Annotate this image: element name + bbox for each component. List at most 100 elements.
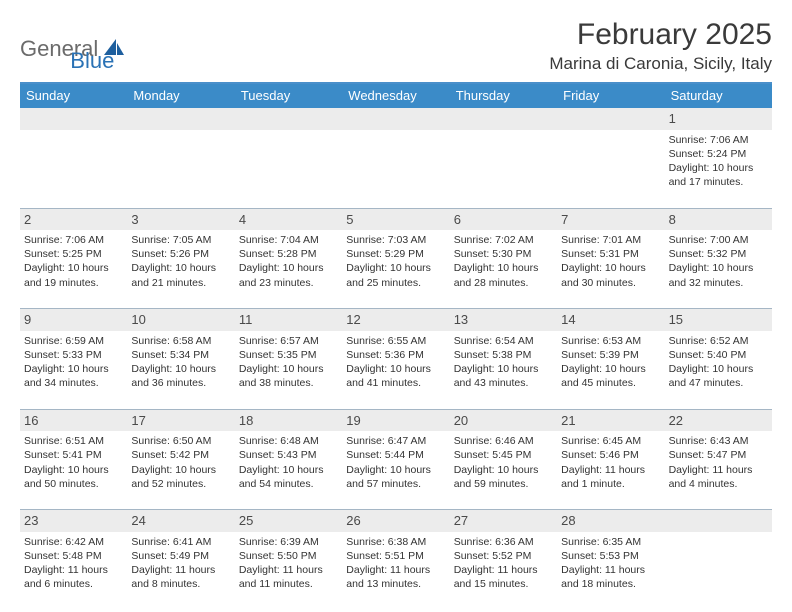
daylight-label-1: Daylight: 10 hours	[131, 463, 230, 477]
day-cell: Sunrise: 6:53 AMSunset: 5:39 PMDaylight:…	[557, 331, 664, 409]
day-cell	[127, 130, 234, 208]
day-cell: Sunrise: 6:50 AMSunset: 5:42 PMDaylight:…	[127, 431, 234, 509]
sunrise-label: Sunrise: 6:35 AM	[561, 535, 660, 549]
sunset-label: Sunset: 5:38 PM	[454, 348, 553, 362]
day-cell	[450, 130, 557, 208]
day-number: 20	[450, 410, 557, 432]
day-cell: Sunrise: 6:39 AMSunset: 5:50 PMDaylight:…	[235, 532, 342, 610]
daylight-label-1: Daylight: 10 hours	[24, 261, 123, 275]
daylight-label-2: and 28 minutes.	[454, 276, 553, 290]
daynum-row: 2345678	[20, 209, 772, 231]
daylight-label-1: Daylight: 10 hours	[346, 463, 445, 477]
daylight-label-1: Daylight: 10 hours	[561, 261, 660, 275]
day-cell: Sunrise: 6:36 AMSunset: 5:52 PMDaylight:…	[450, 532, 557, 610]
day-number: 24	[127, 510, 234, 532]
sunset-label: Sunset: 5:29 PM	[346, 247, 445, 261]
sunrise-label: Sunrise: 6:51 AM	[24, 434, 123, 448]
daylight-label-2: and 21 minutes.	[131, 276, 230, 290]
day-number: 13	[450, 309, 557, 331]
sunset-label: Sunset: 5:44 PM	[346, 448, 445, 462]
day-number	[557, 108, 664, 130]
day-cell: Sunrise: 6:41 AMSunset: 5:49 PMDaylight:…	[127, 532, 234, 610]
sunset-label: Sunset: 5:33 PM	[24, 348, 123, 362]
daylight-label-2: and 1 minute.	[561, 477, 660, 491]
day-cell: Sunrise: 6:55 AMSunset: 5:36 PMDaylight:…	[342, 331, 449, 409]
weekday-header: Sunday Monday Tuesday Wednesday Thursday…	[20, 84, 772, 108]
sunset-label: Sunset: 5:41 PM	[24, 448, 123, 462]
row-separator	[20, 308, 772, 309]
daylight-label-1: Daylight: 10 hours	[346, 362, 445, 376]
day-number: 3	[127, 209, 234, 231]
header-row: General Blue February 2025 Marina di Car…	[20, 18, 772, 74]
daylight-label-1: Daylight: 11 hours	[239, 563, 338, 577]
sunset-label: Sunset: 5:28 PM	[239, 247, 338, 261]
daylight-label-1: Daylight: 10 hours	[346, 261, 445, 275]
day-number	[127, 108, 234, 130]
day-cell: Sunrise: 7:03 AMSunset: 5:29 PMDaylight:…	[342, 230, 449, 308]
calendar-body: 1Sunrise: 7:06 AMSunset: 5:24 PMDaylight…	[20, 108, 772, 610]
sunrise-label: Sunrise: 6:43 AM	[669, 434, 768, 448]
sunset-label: Sunset: 5:36 PM	[346, 348, 445, 362]
daynum-row: 9101112131415	[20, 309, 772, 331]
sunrise-label: Sunrise: 6:59 AM	[24, 334, 123, 348]
daylight-label-1: Daylight: 10 hours	[24, 362, 123, 376]
daynum-row: 16171819202122	[20, 410, 772, 432]
day-cell: Sunrise: 6:58 AMSunset: 5:34 PMDaylight:…	[127, 331, 234, 409]
daylight-label-1: Daylight: 11 hours	[454, 563, 553, 577]
sunset-label: Sunset: 5:35 PM	[239, 348, 338, 362]
day-cell	[342, 130, 449, 208]
daylight-label-1: Daylight: 10 hours	[239, 463, 338, 477]
daylight-label-2: and 59 minutes.	[454, 477, 553, 491]
day-cell: Sunrise: 6:47 AMSunset: 5:44 PMDaylight:…	[342, 431, 449, 509]
sunrise-label: Sunrise: 6:52 AM	[669, 334, 768, 348]
weekday-sunday: Sunday	[20, 84, 127, 108]
daylight-label-2: and 4 minutes.	[669, 477, 768, 491]
daylight-label-1: Daylight: 11 hours	[561, 563, 660, 577]
daylight-label-1: Daylight: 10 hours	[131, 362, 230, 376]
daylight-label-2: and 47 minutes.	[669, 376, 768, 390]
sunrise-label: Sunrise: 6:41 AM	[131, 535, 230, 549]
day-cell: Sunrise: 7:00 AMSunset: 5:32 PMDaylight:…	[665, 230, 772, 308]
weekday-saturday: Saturday	[665, 84, 772, 108]
sunset-label: Sunset: 5:32 PM	[669, 247, 768, 261]
sunset-label: Sunset: 5:25 PM	[24, 247, 123, 261]
day-cell	[235, 130, 342, 208]
day-number: 11	[235, 309, 342, 331]
sunset-label: Sunset: 5:49 PM	[131, 549, 230, 563]
day-number: 15	[665, 309, 772, 331]
sunset-label: Sunset: 5:34 PM	[131, 348, 230, 362]
day-number: 9	[20, 309, 127, 331]
daylight-label-1: Daylight: 10 hours	[239, 362, 338, 376]
daylight-label-2: and 13 minutes.	[346, 577, 445, 591]
day-number: 16	[20, 410, 127, 432]
sunset-label: Sunset: 5:51 PM	[346, 549, 445, 563]
day-number: 7	[557, 209, 664, 231]
day-number: 21	[557, 410, 664, 432]
day-cell: Sunrise: 6:59 AMSunset: 5:33 PMDaylight:…	[20, 331, 127, 409]
daylight-label-1: Daylight: 11 hours	[561, 463, 660, 477]
sunrise-label: Sunrise: 7:04 AM	[239, 233, 338, 247]
day-cell: Sunrise: 6:38 AMSunset: 5:51 PMDaylight:…	[342, 532, 449, 610]
day-number: 4	[235, 209, 342, 231]
day-cell: Sunrise: 6:57 AMSunset: 5:35 PMDaylight:…	[235, 331, 342, 409]
sunset-label: Sunset: 5:43 PM	[239, 448, 338, 462]
row-separator	[20, 509, 772, 510]
sunset-label: Sunset: 5:40 PM	[669, 348, 768, 362]
sunrise-label: Sunrise: 6:58 AM	[131, 334, 230, 348]
day-cell: Sunrise: 7:01 AMSunset: 5:31 PMDaylight:…	[557, 230, 664, 308]
daylight-label-2: and 32 minutes.	[669, 276, 768, 290]
row-separator	[20, 208, 772, 209]
sunrise-label: Sunrise: 6:39 AM	[239, 535, 338, 549]
day-cell	[665, 532, 772, 610]
day-cell: Sunrise: 6:52 AMSunset: 5:40 PMDaylight:…	[665, 331, 772, 409]
sunrise-label: Sunrise: 6:53 AM	[561, 334, 660, 348]
daylight-label-2: and 34 minutes.	[24, 376, 123, 390]
sunrise-label: Sunrise: 6:47 AM	[346, 434, 445, 448]
daylight-label-1: Daylight: 11 hours	[131, 563, 230, 577]
sunrise-label: Sunrise: 7:03 AM	[346, 233, 445, 247]
day-number: 19	[342, 410, 449, 432]
weekday-friday: Friday	[557, 84, 664, 108]
daylight-label-1: Daylight: 10 hours	[24, 463, 123, 477]
day-number: 2	[20, 209, 127, 231]
day-cell: Sunrise: 6:46 AMSunset: 5:45 PMDaylight:…	[450, 431, 557, 509]
